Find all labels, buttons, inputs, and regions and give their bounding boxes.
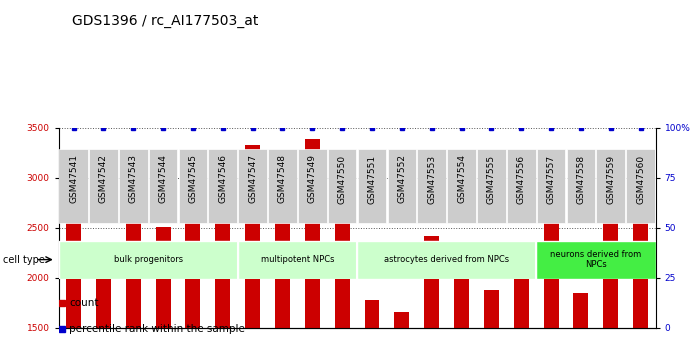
Text: bulk progenitors: bulk progenitors — [114, 255, 183, 264]
Bar — [305, 139, 319, 328]
FancyBboxPatch shape — [357, 149, 386, 224]
Text: count: count — [69, 298, 99, 308]
FancyBboxPatch shape — [238, 240, 357, 279]
FancyBboxPatch shape — [328, 149, 357, 224]
Bar — [245, 145, 260, 328]
Text: GSM47558: GSM47558 — [576, 155, 585, 204]
Text: GSM47544: GSM47544 — [159, 155, 168, 203]
FancyBboxPatch shape — [507, 149, 535, 224]
Text: neurons derived from
NPCs: neurons derived from NPCs — [550, 250, 642, 269]
Bar — [603, 192, 618, 328]
Text: astrocytes derived from NPCs: astrocytes derived from NPCs — [384, 255, 509, 264]
Bar — [335, 155, 350, 328]
FancyBboxPatch shape — [179, 149, 207, 224]
Text: GSM47551: GSM47551 — [368, 155, 377, 204]
Text: GSM47542: GSM47542 — [99, 155, 108, 203]
Text: GSM47545: GSM47545 — [188, 155, 197, 204]
FancyBboxPatch shape — [477, 149, 506, 224]
Text: GSM47553: GSM47553 — [427, 155, 436, 204]
Bar — [395, 312, 409, 328]
Bar — [424, 236, 439, 328]
Bar — [484, 290, 499, 328]
FancyBboxPatch shape — [59, 149, 88, 224]
Bar — [364, 300, 380, 328]
Text: GSM47556: GSM47556 — [517, 155, 526, 204]
Bar — [96, 248, 111, 328]
Text: GSM47555: GSM47555 — [487, 155, 496, 204]
Text: multipotent NPCs: multipotent NPCs — [261, 255, 334, 264]
Text: GSM47541: GSM47541 — [69, 155, 78, 204]
Text: GSM47550: GSM47550 — [337, 155, 346, 204]
FancyBboxPatch shape — [357, 240, 536, 279]
FancyBboxPatch shape — [208, 149, 237, 224]
Text: GSM47552: GSM47552 — [397, 155, 406, 204]
Bar — [573, 293, 589, 328]
Bar — [156, 227, 170, 328]
Bar — [454, 255, 469, 328]
Text: GSM47546: GSM47546 — [218, 155, 227, 204]
FancyBboxPatch shape — [59, 240, 238, 279]
FancyBboxPatch shape — [149, 149, 177, 224]
Text: GSM47548: GSM47548 — [278, 155, 287, 204]
FancyBboxPatch shape — [447, 149, 476, 224]
FancyBboxPatch shape — [536, 240, 656, 279]
Text: GDS1396 / rc_AI177503_at: GDS1396 / rc_AI177503_at — [72, 14, 259, 28]
Bar — [514, 261, 529, 328]
Bar — [544, 156, 558, 328]
Text: GSM47559: GSM47559 — [607, 155, 615, 204]
FancyBboxPatch shape — [89, 149, 118, 224]
FancyBboxPatch shape — [417, 149, 446, 224]
Bar — [186, 191, 200, 328]
Bar — [215, 200, 230, 328]
FancyBboxPatch shape — [388, 149, 416, 224]
Text: GSM47547: GSM47547 — [248, 155, 257, 204]
FancyBboxPatch shape — [298, 149, 326, 224]
Bar — [275, 214, 290, 328]
Text: GSM47543: GSM47543 — [129, 155, 138, 204]
FancyBboxPatch shape — [119, 149, 148, 224]
Text: GSM47560: GSM47560 — [636, 155, 645, 204]
Bar — [633, 197, 648, 328]
Text: cell type: cell type — [3, 256, 46, 265]
FancyBboxPatch shape — [566, 149, 595, 224]
FancyBboxPatch shape — [268, 149, 297, 224]
FancyBboxPatch shape — [627, 149, 655, 224]
Text: GSM47549: GSM47549 — [308, 155, 317, 204]
Bar — [66, 222, 81, 328]
Text: GSM47554: GSM47554 — [457, 155, 466, 204]
FancyBboxPatch shape — [238, 149, 267, 224]
FancyBboxPatch shape — [537, 149, 565, 224]
FancyBboxPatch shape — [596, 149, 625, 224]
Bar — [126, 205, 141, 328]
Text: GSM47557: GSM47557 — [546, 155, 555, 204]
Text: percentile rank within the sample: percentile rank within the sample — [69, 324, 245, 334]
